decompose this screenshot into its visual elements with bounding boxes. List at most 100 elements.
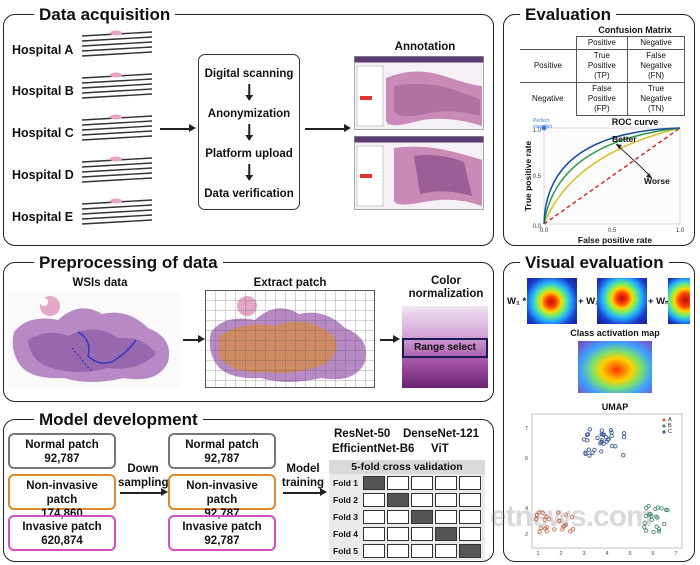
umap-point [608,427,614,433]
umap-point [563,512,568,517]
umap-point [663,507,669,512]
extract-patch-label: Extract patch [253,277,327,289]
hospital-e-label: Hospital E [12,210,74,224]
hospital-c-label: Hospital C [12,126,74,140]
training-block [411,527,433,541]
arrow-to-annotation [305,124,351,132]
cm-cell-tp: True Positive (TP) [575,49,629,83]
umap-point [592,447,597,453]
training-block [387,544,409,558]
training-block [411,493,433,507]
visual-evaluation-title: Visual evaluation [520,253,669,273]
umap-point [569,515,575,520]
cm-col-positive: Positive [575,36,629,50]
class-activation-map-image [578,341,652,393]
svg-text:5: 5 [628,551,631,557]
training-block [435,476,457,490]
umap-point [606,437,611,442]
umap-point [600,432,605,437]
watermark: etnews.com [490,500,653,533]
validation-block [411,510,433,524]
svg-text:3: 3 [582,551,585,557]
umap-point [609,443,615,449]
umap-point [537,529,542,534]
normal-patch-box-after: Normal patch 92,787 [168,433,276,469]
umap-point [587,453,592,458]
svg-text:7: 7 [525,426,528,432]
class-activation-map-label: Class activation map [570,328,660,338]
annotation-screenshots [354,56,484,210]
training-block [435,510,457,524]
umap-point [568,529,573,534]
color-normalization-label: Color normalization [408,275,484,300]
weight-w2: + W₂* [578,296,604,307]
slide-stack-b [81,71,153,99]
umap-point [659,506,664,511]
umap-point [644,528,649,533]
roc-curve-chart: 0.0 0.5 1.0 0.0 0.5 1.0 [533,125,685,234]
umap-point [557,519,562,524]
umap-point [583,451,588,457]
training-block [363,510,385,524]
invasive-patch-box-after: Invasive patch 92,787 [168,515,276,551]
roc-blue-curve [543,127,681,225]
perfect-classifier-point [541,125,547,131]
svg-text:1.0: 1.0 [676,228,685,234]
arrow-model-training [283,488,327,496]
training-block [459,493,481,507]
training-block [387,510,409,524]
umap-point [585,432,591,437]
invasive-patch-box-before: Invasive patch 620,874 [8,515,116,551]
umap-point [534,512,540,518]
umap-title: UMAP [601,402,629,412]
noninvasive-patch-box-before: Non-invasive patch 174,860 [8,474,116,520]
umap-point [656,527,662,532]
umap-point [643,513,648,519]
cm-cell-fp: False Positive (FP) [575,82,629,116]
svg-text:6: 6 [651,551,654,557]
umap-point [661,521,667,527]
training-block [411,476,433,490]
svg-text:2: 2 [559,551,562,557]
training-block [459,510,481,524]
umap-point [537,510,542,515]
step-arrow [245,84,252,101]
cm-col-negative: Negative [627,36,685,50]
training-block [459,527,481,541]
umap-point [581,437,587,442]
cv-header-bar [329,460,485,474]
model-efficientnet-b6: EfficientNet-B6 [332,443,415,455]
confusion-matrix: Positive Negative Positive True Positive… [520,36,685,116]
heatmap-2 [597,278,647,324]
validation-block [387,493,409,507]
umap-point [587,427,592,432]
umap-point [621,434,627,440]
umap-point [560,527,565,532]
slide-stacks-illustration [81,30,153,225]
umap-point [621,453,626,458]
umap-point [599,428,604,433]
umap-point [655,515,660,520]
slide-stack-d [81,155,153,183]
step-anonymization: Anonymization [207,108,291,120]
step-digital-scanning: Digital scanning [204,68,294,80]
svg-text:1.0: 1.0 [533,128,542,134]
fold-3-label: Fold 3 [333,512,359,522]
training-block [459,476,481,490]
umap-point [653,506,658,512]
svg-text:6: 6 [525,456,528,462]
roc-title: ROC curve [611,117,659,127]
svg-text:4: 4 [605,551,608,557]
model-development-title: Model development [34,410,203,430]
range-select-box[interactable]: Range select [402,338,488,358]
umap-point [656,529,662,534]
training-block [363,493,385,507]
svg-text:1: 1 [536,551,539,557]
umap-legend-c: C [668,429,672,435]
umap-point [642,520,647,525]
training-block [411,544,433,558]
model-densenet121: DenseNet-121 [403,428,480,440]
cm-row-positive: Positive [520,49,577,83]
umap-point [590,450,595,455]
data-acquisition-title: Data acquisition [34,5,176,25]
